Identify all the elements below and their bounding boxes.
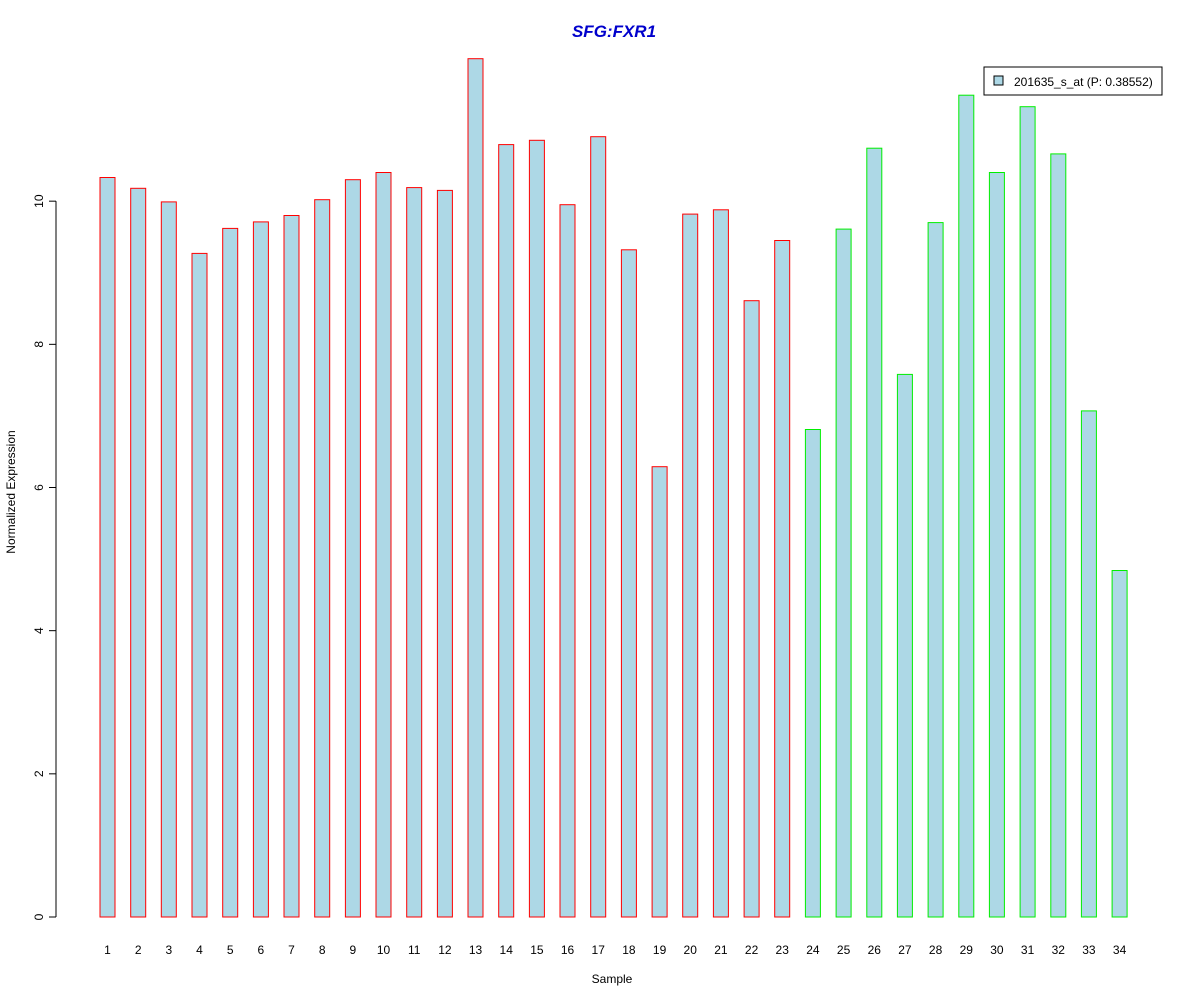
bar-sample-29 xyxy=(958,94,975,918)
y-tick-label: 8 xyxy=(32,341,46,348)
bar-sample-8 xyxy=(314,199,331,918)
x-tick-label: 6 xyxy=(258,943,265,957)
y-tick-label: 2 xyxy=(32,770,46,777)
x-tick-label: 18 xyxy=(622,943,636,957)
x-tick-label: 2 xyxy=(135,943,142,957)
bar-sample-33 xyxy=(1080,410,1097,918)
x-tick-label: 8 xyxy=(319,943,326,957)
legend-box xyxy=(983,66,1163,96)
x-tick-label: 29 xyxy=(960,943,974,957)
x-tick-label: 3 xyxy=(165,943,172,957)
bar-sample-12 xyxy=(436,189,453,918)
bar-sample-22 xyxy=(743,300,760,918)
bars xyxy=(99,58,1128,918)
bar-sample-20 xyxy=(682,213,699,918)
x-tick-label: 30 xyxy=(990,943,1004,957)
bar-sample-7 xyxy=(283,215,300,918)
bar-sample-28 xyxy=(927,222,944,918)
x-tick-label: 12 xyxy=(438,943,452,957)
legend: 201635_s_at (P: 0.38552) xyxy=(983,66,1163,96)
bar-sample-30 xyxy=(988,172,1005,918)
x-tick-label: 20 xyxy=(684,943,698,957)
bar-sample-31 xyxy=(1019,106,1036,918)
bar-sample-10 xyxy=(375,172,392,918)
bar-sample-11 xyxy=(406,187,423,918)
x-tick-label: 15 xyxy=(530,943,544,957)
x-tick-label: 7 xyxy=(288,943,295,957)
y-tick-label: 6 xyxy=(32,484,46,491)
bar-sample-32 xyxy=(1050,153,1067,918)
bar-sample-15 xyxy=(528,139,545,918)
x-tick-label: 23 xyxy=(776,943,790,957)
bar-sample-24 xyxy=(804,429,821,918)
bar-sample-17 xyxy=(590,136,607,918)
legend-label: 201635_s_at (P: 0.38552) xyxy=(1014,75,1153,89)
x-tick-label: 34 xyxy=(1113,943,1127,957)
bar-sample-23 xyxy=(774,240,791,918)
x-tick-label: 1 xyxy=(104,943,111,957)
bar-sample-21 xyxy=(712,209,729,918)
bar-sample-13 xyxy=(467,58,484,918)
legend-swatch xyxy=(993,75,1004,86)
x-tick-label: 10 xyxy=(377,943,391,957)
x-tick-label: 28 xyxy=(929,943,943,957)
x-tick-labels: 1 2 3 4 5 6 7 8 9 10 11 12 13 14 15 16 17 18 19 20 21 22 23 24 2… xyxy=(104,943,1126,957)
x-tick-label: 19 xyxy=(653,943,667,957)
x-tick-label: 14 xyxy=(500,943,514,957)
bar-sample-1 xyxy=(99,177,116,918)
x-tick-label: 26 xyxy=(868,943,882,957)
y-axis: 0 2 4 6 8 10 xyxy=(32,194,57,920)
bar-sample-26 xyxy=(866,147,883,918)
x-tick-label: 16 xyxy=(561,943,575,957)
x-tick-label: 17 xyxy=(592,943,606,957)
bar-sample-16 xyxy=(559,204,576,918)
bar-sample-34 xyxy=(1111,570,1128,918)
x-tick-label: 22 xyxy=(745,943,759,957)
x-tick-label: 32 xyxy=(1052,943,1066,957)
bar-sample-5 xyxy=(222,227,239,918)
bar-sample-4 xyxy=(191,252,208,918)
x-tick-label: 33 xyxy=(1082,943,1096,957)
x-tick-label: 25 xyxy=(837,943,851,957)
chart-title: SFG:FXR1 xyxy=(572,22,656,41)
x-tick-label: 27 xyxy=(898,943,912,957)
x-tick-label: 21 xyxy=(714,943,728,957)
x-tick-label: 31 xyxy=(1021,943,1035,957)
bar-sample-19 xyxy=(651,466,668,918)
bar-sample-14 xyxy=(498,144,515,918)
bar-sample-9 xyxy=(344,179,361,918)
bar-sample-2 xyxy=(130,187,147,918)
y-tick-label: 10 xyxy=(32,194,46,208)
x-tick-label: 24 xyxy=(806,943,820,957)
bar-sample-6 xyxy=(252,221,269,918)
y-axis-label: Normalized Expression xyxy=(4,430,18,553)
bar-sample-27 xyxy=(896,373,913,918)
bar-sample-18 xyxy=(620,249,637,918)
bar-sample-25 xyxy=(835,228,852,918)
y-tick-label: 4 xyxy=(32,627,46,634)
x-tick-label: 9 xyxy=(350,943,357,957)
x-tick-label: 5 xyxy=(227,943,234,957)
x-axis-label: Sample xyxy=(592,972,633,986)
x-tick-label: 4 xyxy=(196,943,203,957)
x-tick-label: 13 xyxy=(469,943,483,957)
bar-sample-3 xyxy=(160,201,177,918)
x-tick-label: 11 xyxy=(408,943,421,957)
y-tick-label: 0 xyxy=(32,913,46,920)
